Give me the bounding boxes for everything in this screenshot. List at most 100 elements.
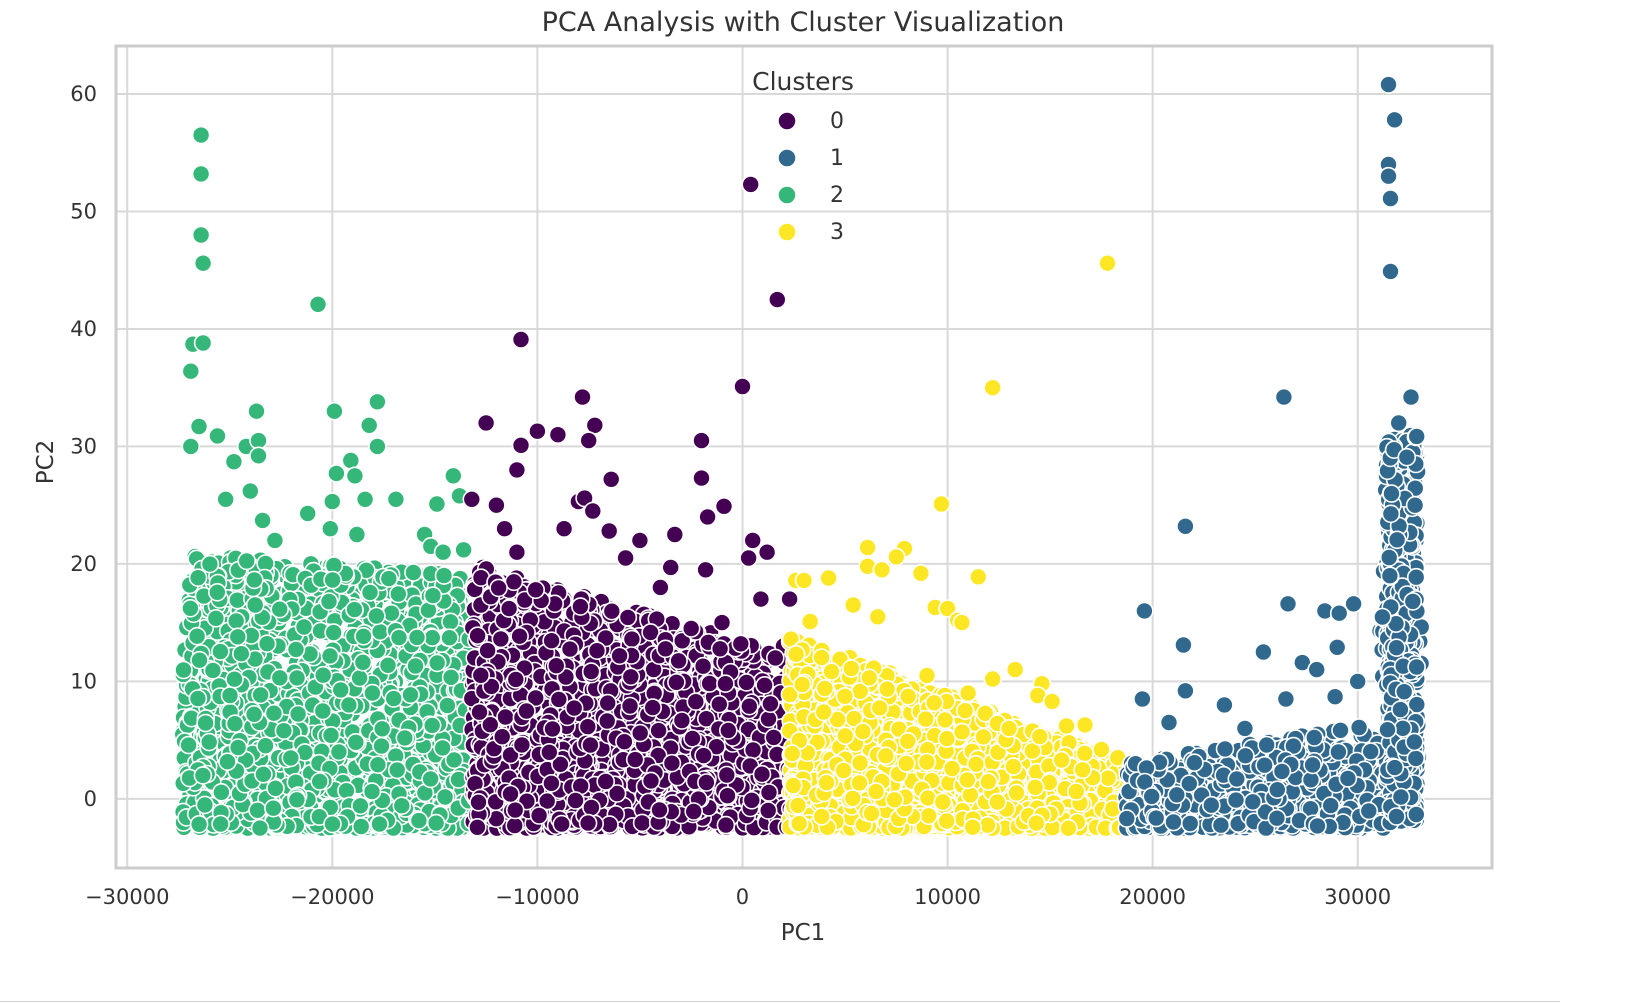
cluster-0-point xyxy=(581,735,600,755)
cluster-2-point xyxy=(395,728,415,748)
cluster-0-point xyxy=(718,786,737,806)
cluster-2-point xyxy=(253,511,272,530)
cluster-2-point xyxy=(329,742,349,762)
cluster-2-point xyxy=(320,519,340,539)
cluster-0-point xyxy=(468,817,487,837)
cluster-0-point xyxy=(560,639,580,659)
cluster-0-point xyxy=(684,802,704,821)
cluster-2-point xyxy=(406,656,425,676)
cluster-0-point xyxy=(737,673,756,692)
cluster-2-point xyxy=(321,725,341,745)
cluster-0-point xyxy=(761,694,780,714)
cluster-2-point xyxy=(211,642,230,661)
cluster-2-point xyxy=(228,627,248,647)
cluster-2-point xyxy=(181,437,201,456)
cluster-2-point xyxy=(323,814,342,834)
cluster-0-point xyxy=(716,674,735,694)
cluster-2-point xyxy=(382,603,401,623)
cluster-2-point xyxy=(294,617,314,637)
cluster-2-point xyxy=(218,752,237,772)
cluster-0-point xyxy=(621,667,641,687)
cluster-0-point xyxy=(759,783,779,802)
cluster-2-point xyxy=(211,814,230,834)
cluster-0-point xyxy=(507,460,527,480)
cluster-2-point xyxy=(341,451,361,470)
cluster-0-point xyxy=(650,800,669,820)
cluster-0-point xyxy=(661,558,681,577)
cluster-0-point xyxy=(478,641,497,660)
cluster-0-point xyxy=(717,765,737,785)
cluster-2-outlier xyxy=(191,164,211,184)
cluster-2-point xyxy=(225,669,244,689)
cluster-0-point xyxy=(552,814,572,834)
cluster-0-point xyxy=(641,771,661,791)
cluster-2-point xyxy=(370,622,390,642)
cluster-0-point xyxy=(651,578,670,597)
cluster-2-point xyxy=(241,481,260,501)
cluster-0-point xyxy=(598,693,618,713)
cluster-0-point xyxy=(517,701,536,721)
cluster-0-point xyxy=(470,702,489,722)
cluster-0-point xyxy=(510,626,529,646)
cluster-2-point xyxy=(434,566,454,585)
cluster-0-point xyxy=(571,597,590,616)
cluster-0-point xyxy=(667,672,686,692)
cluster-2-point xyxy=(387,760,407,780)
cluster-2-point xyxy=(251,685,270,705)
cluster-2-point xyxy=(438,696,457,715)
cluster-2-point xyxy=(287,668,307,688)
cluster-2-point xyxy=(256,736,275,756)
cluster-2-point xyxy=(313,701,333,721)
cluster-0-point xyxy=(630,531,650,550)
cluster-0-outlier xyxy=(741,175,761,194)
cluster-2-point xyxy=(190,650,209,670)
cluster-0-point xyxy=(643,698,663,717)
cluster-0-point xyxy=(616,548,635,568)
cluster-0-point xyxy=(529,806,549,825)
cluster-2-point xyxy=(244,704,264,724)
cluster-2-outlier xyxy=(193,333,213,353)
cluster-0-point xyxy=(585,415,605,435)
cluster-2-point xyxy=(220,686,240,705)
cluster-2-point xyxy=(368,755,388,775)
cluster-2-point xyxy=(274,721,294,741)
cluster-2-point xyxy=(441,612,460,632)
cluster-2-point xyxy=(386,489,406,509)
cluster-2-point xyxy=(281,748,301,768)
cluster-2-point xyxy=(196,713,215,733)
cluster-0-point xyxy=(602,601,622,621)
cluster-0-point xyxy=(505,816,525,835)
cluster-0-point xyxy=(471,665,491,685)
cluster-0-point xyxy=(587,641,607,661)
cluster-2-point xyxy=(206,608,226,628)
cluster-0-point xyxy=(526,580,546,600)
cluster-0-point xyxy=(700,674,719,693)
cluster-2-point xyxy=(266,778,285,798)
cluster-0-point xyxy=(709,694,729,714)
cluster-2-point xyxy=(354,626,373,646)
cluster-0-point xyxy=(504,572,524,592)
cluster-0-point xyxy=(669,651,688,671)
cluster-2-point xyxy=(360,583,380,602)
cluster-2-point xyxy=(181,598,200,618)
cluster-2-point xyxy=(228,738,248,757)
cluster-2-point xyxy=(362,782,382,801)
cluster-0-point xyxy=(579,431,599,450)
cluster-0-outlier xyxy=(767,290,787,309)
cluster-0-point xyxy=(583,501,603,521)
cluster-0-point xyxy=(718,721,738,740)
cluster-2-point xyxy=(208,582,227,602)
cluster-0-point xyxy=(511,330,531,349)
cluster-2-point xyxy=(407,628,427,647)
cluster-2-point xyxy=(174,660,193,680)
cluster-2-point xyxy=(287,790,307,810)
cluster-2-point xyxy=(188,689,208,708)
cluster-2-point xyxy=(187,626,207,646)
cluster-0-point xyxy=(566,791,585,810)
cluster-2-point xyxy=(257,634,277,654)
cluster-0-point xyxy=(739,548,758,568)
cluster-0-point xyxy=(686,692,706,712)
cluster-0-point xyxy=(578,813,598,833)
cluster-0-point xyxy=(739,696,759,716)
cluster-2-point xyxy=(353,652,373,672)
